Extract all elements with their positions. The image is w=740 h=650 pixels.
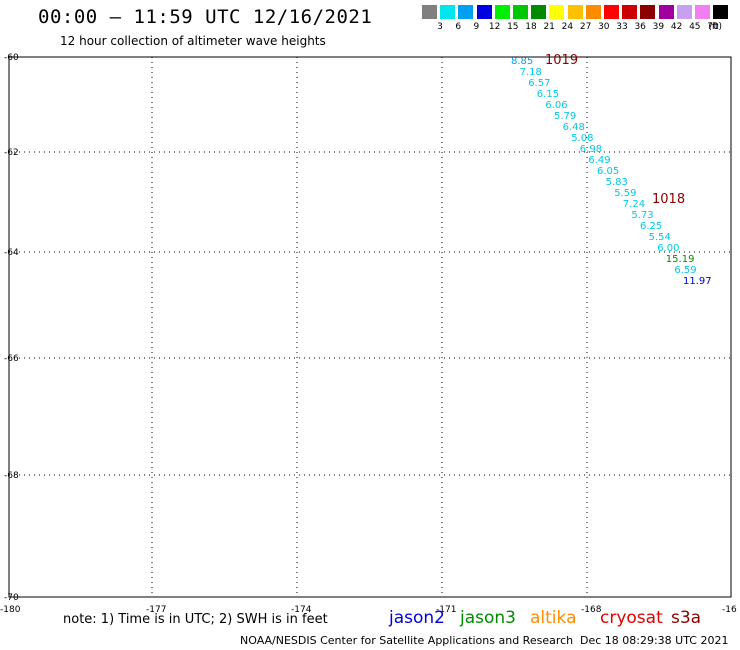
wave-height-reading: 6.59 (674, 265, 696, 276)
wave-height-reading: 6.98 (580, 144, 602, 155)
legend-swatch (440, 5, 456, 19)
legend-label: 27 (579, 22, 592, 32)
legend-label: 70 (707, 22, 719, 32)
latitude-label: -70 (4, 593, 19, 603)
legend-swatch (549, 5, 565, 19)
legend-swatch (458, 5, 474, 19)
legend-label: 12 (488, 22, 501, 32)
legend-swatch (422, 5, 437, 19)
generated-timestamp: Dec 18 08:29:38 UTC 2021 (580, 634, 729, 647)
legend-label: 3 (437, 22, 443, 32)
satellite-name: jason2 (389, 608, 445, 628)
wave-height-reading: 6.57 (528, 78, 550, 89)
legend-label: 18 (525, 22, 537, 32)
legend-swatch (585, 5, 601, 19)
wave-height-reading: 6.48 (563, 122, 585, 133)
legend-swatch (658, 5, 674, 19)
legend-label: 45 (689, 22, 701, 32)
pressure-label: 1018 (652, 192, 685, 207)
pressure-label: 1019 (545, 53, 578, 68)
units-note: note: 1) Time is in UTC; 2) SWH is in fe… (63, 612, 328, 627)
latitude-label: -60 (4, 53, 19, 63)
longitude-label: -180 (0, 605, 21, 615)
wave-height-reading: 7.18 (520, 67, 542, 78)
wave-height-reading: 5.83 (606, 177, 628, 188)
legend-swatch (567, 5, 583, 19)
legend-label: 9 (473, 22, 480, 32)
legend-swatch (640, 5, 656, 19)
legend-swatch (494, 5, 510, 19)
latitude-label: -68 (4, 471, 19, 481)
page-subtitle: 12 hour collection of altimeter wave hei… (60, 34, 326, 48)
legend-label: 15 (507, 22, 519, 32)
wave-height-reading: 5.08 (571, 133, 593, 144)
longitude-label: -16 (722, 605, 737, 615)
latitude-label: -62 (4, 148, 19, 158)
wave-height-reading: 11.97 (683, 276, 712, 287)
page-title: 00:00 – 11:59 UTC 12/16/2021 (38, 6, 373, 28)
legend-label: 30 (598, 22, 610, 32)
longitude-label: -168 (581, 605, 602, 615)
legend-swatch (476, 5, 492, 19)
legend-label: 6 (455, 22, 462, 32)
satellite-name: altika (530, 608, 577, 628)
legend-swatch (676, 5, 692, 19)
latitude-label: -64 (4, 248, 19, 258)
latitude-label: -66 (4, 354, 19, 364)
satellite-name: jason3 (460, 608, 516, 628)
wave-height-reading: 6.49 (588, 155, 610, 166)
legend-swatch (513, 5, 528, 19)
longitude-label: -171 (436, 605, 456, 615)
legend-label: 33 (616, 22, 628, 32)
wave-height-reading: 5.73 (631, 210, 653, 221)
legend-swatch (695, 5, 710, 19)
legend-label: 42 (670, 22, 683, 32)
wave-height-reading: 7.24 (623, 199, 645, 210)
wave-height-reading: 5.59 (614, 188, 636, 199)
legend-label: 24 (561, 22, 574, 32)
wave-height-reading: 6.00 (657, 243, 679, 254)
legend-swatch (604, 5, 619, 19)
wave-height-reading: 6.15 (537, 89, 559, 100)
legend-swatch (622, 5, 638, 19)
legend-label: 36 (634, 22, 646, 32)
legend-swatch (713, 5, 729, 19)
longitude-label: -174 (291, 605, 312, 615)
wave-height-reading: 5.54 (649, 232, 671, 243)
map-frame (8, 56, 732, 598)
legend-label: 39 (652, 22, 665, 32)
satellite-name: s3a (671, 608, 702, 628)
satellite-name: cryosat (600, 608, 663, 628)
credit-line: NOAA/NESDIS Center for Satellite Applica… (240, 634, 574, 647)
wave-height-reading: 8.85 (511, 56, 533, 67)
legend-unit: (ft) (708, 22, 722, 32)
wave-height-reading: 6.05 (597, 166, 619, 177)
wave-height-reading: 6.25 (640, 221, 662, 232)
longitude-label: -177 (146, 605, 166, 615)
legend-label: 21 (543, 22, 555, 32)
wave-height-reading: 5.79 (554, 111, 576, 122)
wave-height-reading: 6.06 (545, 100, 567, 111)
legend-swatch (531, 5, 547, 19)
wave-height-reading: 15.19 (666, 254, 695, 265)
